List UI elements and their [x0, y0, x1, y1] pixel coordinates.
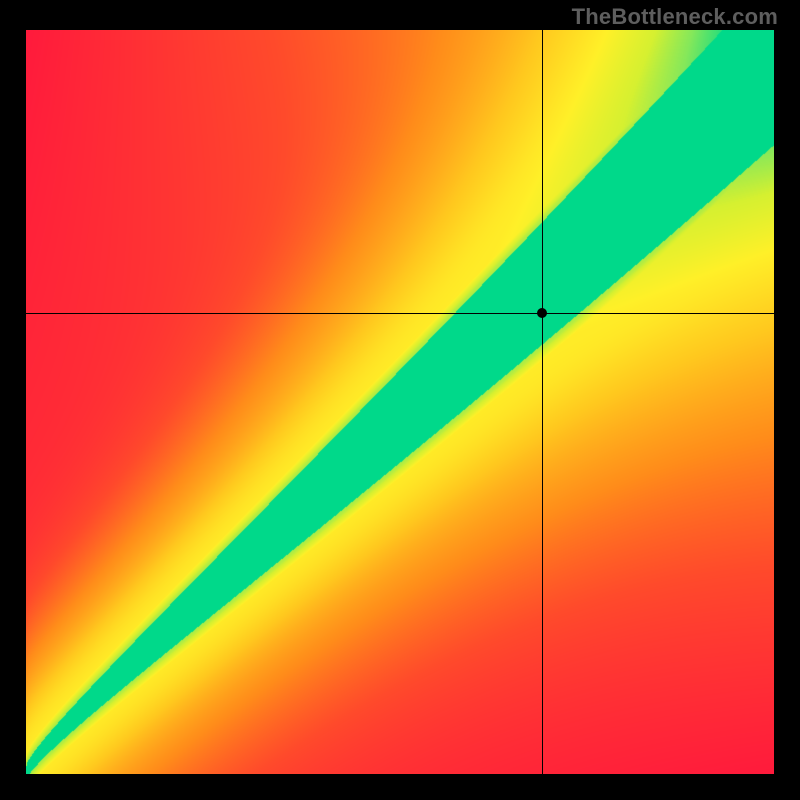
chart-outer: TheBottleneck.com [0, 0, 800, 800]
crosshair-vertical [542, 30, 543, 774]
crosshair-marker [537, 308, 547, 318]
heatmap-plot [26, 30, 774, 774]
heatmap-canvas [26, 30, 774, 774]
crosshair-horizontal [26, 313, 774, 314]
watermark-text: TheBottleneck.com [572, 4, 778, 30]
